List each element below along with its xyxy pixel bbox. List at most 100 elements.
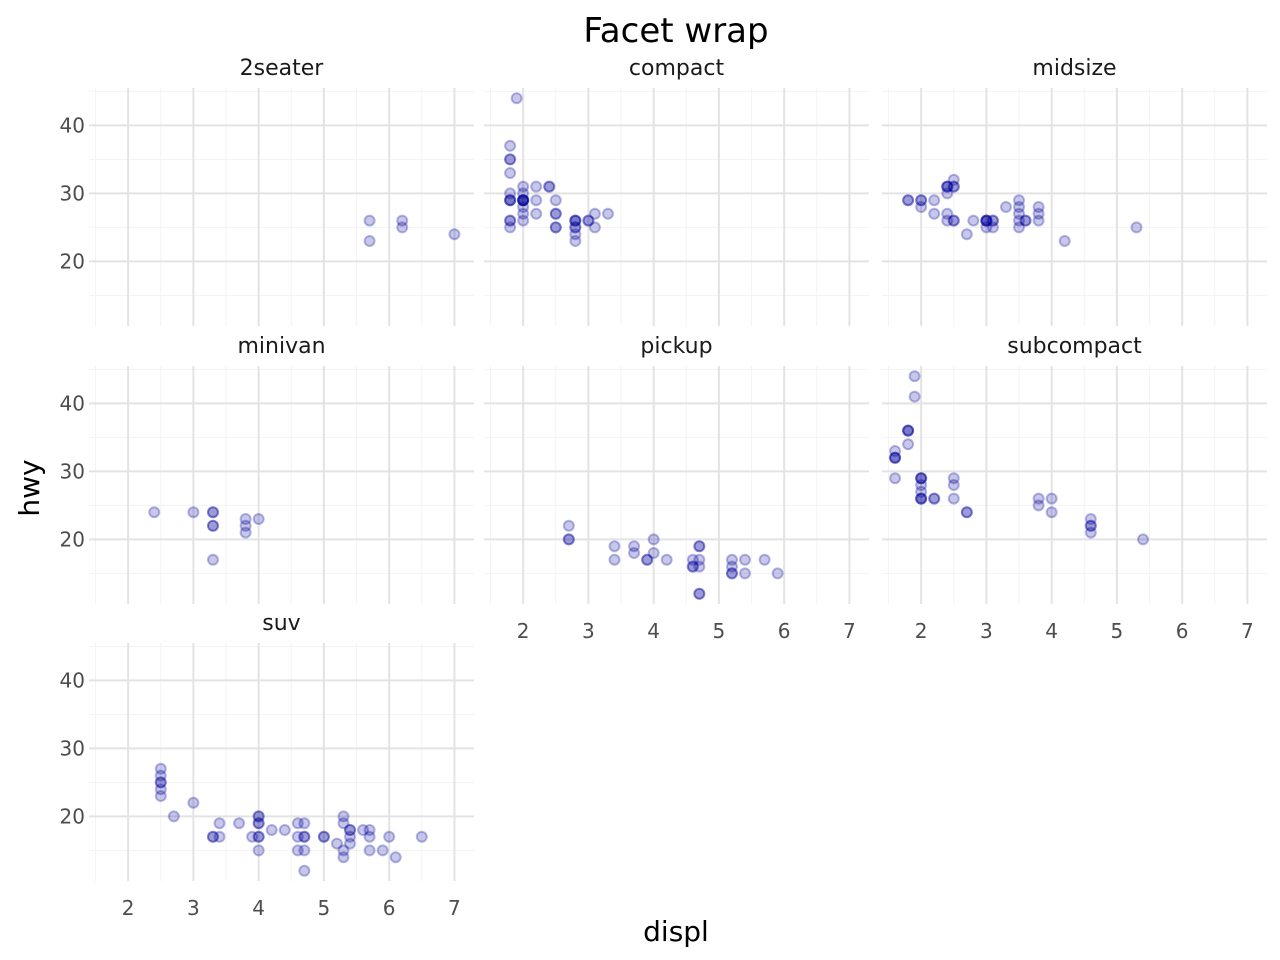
data-point <box>154 783 167 796</box>
data-point <box>206 553 219 566</box>
data-point <box>889 451 902 464</box>
data-point <box>448 228 461 241</box>
y-tick-label: 30 <box>60 181 85 205</box>
y-tick-label: 20 <box>60 249 85 273</box>
data-point <box>569 214 582 227</box>
panel-minivan: minivan 20 30 40 <box>60 334 474 604</box>
facet-strip-label: 2seater <box>240 56 325 81</box>
data-point <box>686 560 699 573</box>
data-point <box>569 214 582 227</box>
data-point <box>239 519 252 532</box>
data-point <box>298 830 311 843</box>
data-point <box>337 810 350 823</box>
data-point <box>239 513 252 525</box>
data-point <box>549 207 562 220</box>
data-point <box>902 424 915 437</box>
y-tick-label: 20 <box>60 527 85 551</box>
data-point <box>344 837 357 850</box>
data-point <box>246 830 259 843</box>
data-point <box>504 139 517 152</box>
data-point <box>252 830 265 843</box>
data-point <box>967 214 980 227</box>
data-point <box>517 194 530 207</box>
data-point <box>517 194 530 207</box>
data-point <box>725 560 738 573</box>
data-point <box>383 830 396 843</box>
x-tick-label: 2 <box>122 896 135 920</box>
data-point <box>928 207 941 220</box>
data-point <box>562 519 575 532</box>
data-point <box>233 817 246 830</box>
data-point <box>647 533 660 546</box>
x-tick-label: 6 <box>1176 619 1189 643</box>
x-tick-label: 5 <box>713 619 726 643</box>
data-point <box>999 201 1012 213</box>
data-point <box>960 228 973 241</box>
data-point <box>582 214 595 227</box>
data-point <box>252 830 265 843</box>
data-point <box>510 92 523 105</box>
data-point <box>569 221 582 234</box>
data-point <box>213 817 226 830</box>
data-point <box>389 851 402 864</box>
data-point <box>252 817 265 830</box>
data-point <box>928 492 941 505</box>
x-tick-label: 3 <box>187 896 200 920</box>
chart-title: Facet wrap <box>583 11 768 51</box>
data-point <box>915 194 928 207</box>
data-point <box>252 810 265 823</box>
data-point <box>504 221 517 234</box>
data-point <box>396 221 409 234</box>
y-tick-label: 20 <box>60 804 85 828</box>
data-point <box>588 207 601 220</box>
data-point <box>908 390 921 403</box>
data-point <box>986 214 999 227</box>
data-point <box>363 214 376 227</box>
data-point <box>902 194 915 207</box>
data-point <box>504 153 517 166</box>
data-point <box>298 830 311 843</box>
data-point <box>549 207 562 220</box>
data-point <box>206 506 219 519</box>
data-point <box>915 194 928 207</box>
data-point <box>569 228 582 241</box>
data-point <box>908 370 921 383</box>
data-point <box>278 824 291 836</box>
facet-strip-label: midsize <box>1032 56 1116 81</box>
y-tick-label: 30 <box>60 459 85 483</box>
y-tick-label: 40 <box>60 391 85 415</box>
data-point <box>1032 207 1045 220</box>
data-point <box>928 194 941 207</box>
data-point <box>396 214 409 227</box>
x-tick-label: 4 <box>252 896 265 920</box>
data-point <box>291 817 304 830</box>
data-point <box>947 479 960 491</box>
data-point <box>154 776 167 789</box>
data-point <box>154 776 167 789</box>
data-point <box>941 180 954 193</box>
data-point <box>980 214 993 227</box>
data-point <box>206 830 219 843</box>
data-point <box>1032 201 1045 213</box>
data-point <box>517 214 530 227</box>
y-tick-label: 40 <box>60 113 85 137</box>
data-point <box>187 506 200 519</box>
panel-background <box>484 88 869 326</box>
data-point <box>725 567 738 580</box>
data-point <box>530 207 543 220</box>
data-point <box>517 187 530 200</box>
data-point <box>504 153 517 166</box>
data-point <box>569 221 582 234</box>
data-point <box>628 547 641 559</box>
data-point <box>739 567 752 580</box>
data-point <box>376 844 389 857</box>
facet-strip-label: compact <box>629 56 725 81</box>
x-tick-label: 7 <box>448 896 461 920</box>
data-point <box>915 492 928 505</box>
data-point <box>947 180 960 193</box>
data-point <box>608 540 621 553</box>
data-point <box>337 817 350 830</box>
data-point <box>337 851 350 864</box>
data-point <box>588 221 601 234</box>
data-point <box>337 844 350 857</box>
